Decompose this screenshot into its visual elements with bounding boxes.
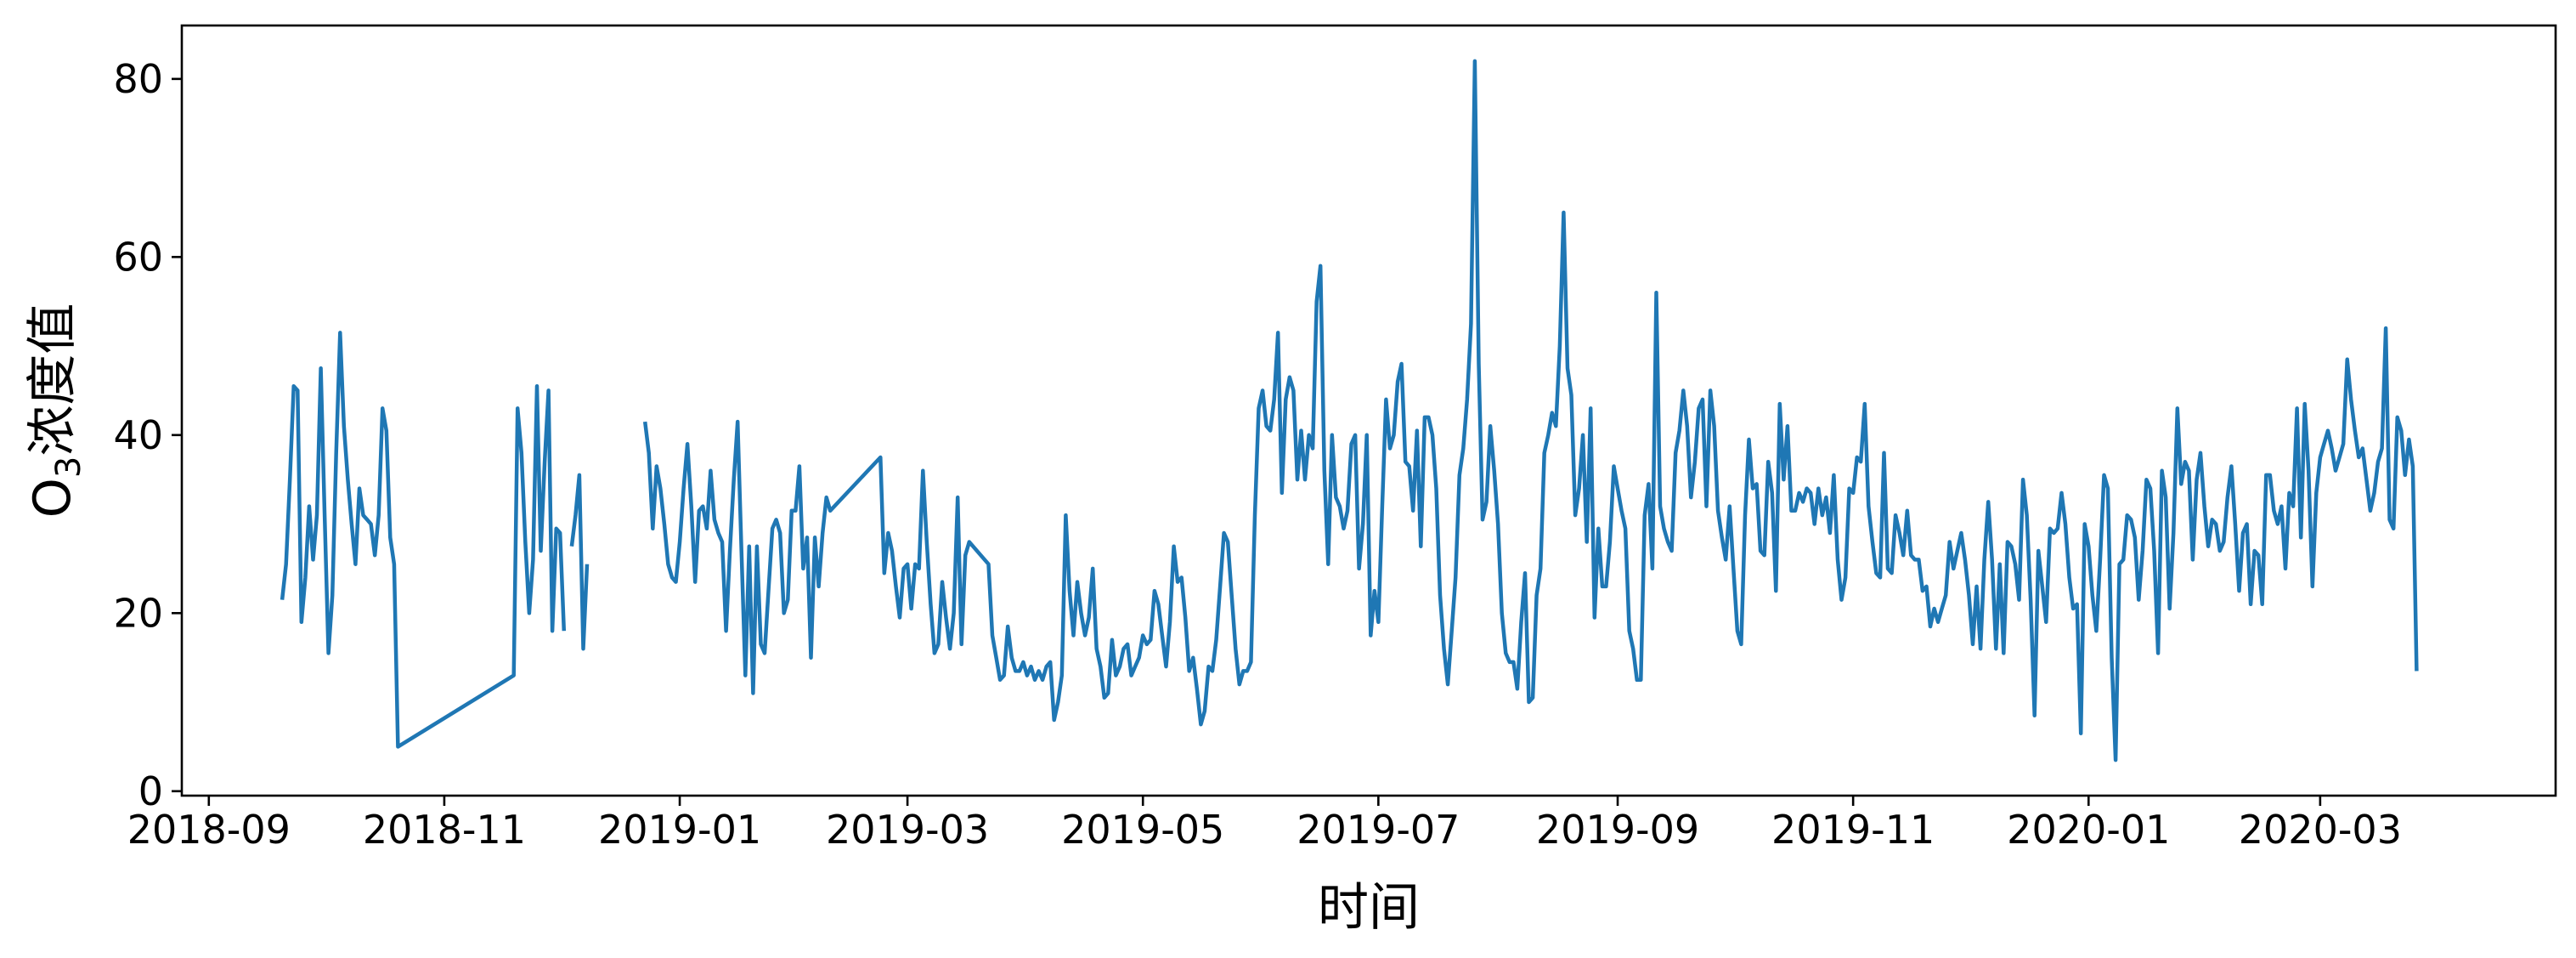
x-tick-label: 2020-03 bbox=[2239, 807, 2402, 853]
x-axis: 2018-09 2018-11 2019-01 2019-03 2019-05 2019-… bbox=[127, 796, 2402, 853]
x-tick-label: 2019-01 bbox=[598, 807, 761, 853]
series-line-segment-1 bbox=[569, 473, 590, 651]
x-tick-label: 2018-09 bbox=[127, 807, 291, 853]
x-axis-label: 时间 bbox=[1318, 878, 1420, 938]
series-line-segment-2 bbox=[642, 59, 2419, 762]
y-axis: 0 20 40 60 80 bbox=[113, 56, 182, 814]
series-line-segment-0 bbox=[280, 331, 567, 749]
plot-frame bbox=[180, 24, 2557, 797]
y-tick-label: 60 bbox=[113, 234, 163, 280]
x-tick-label: 2019-11 bbox=[1771, 807, 1935, 853]
x-tick-label: 2019-09 bbox=[1536, 807, 1699, 853]
x-tick-label: 2019-07 bbox=[1296, 807, 1460, 853]
y-axis-label: O3浓度值 bbox=[23, 303, 88, 519]
y-tick-label: 20 bbox=[113, 590, 163, 636]
x-tick-label: 2020-01 bbox=[2007, 807, 2170, 853]
y-tick-label: 80 bbox=[113, 56, 163, 102]
x-tick-label: 2019-05 bbox=[1061, 807, 1224, 853]
x-tick-label: 2019-03 bbox=[826, 807, 989, 853]
y-axis-label-main: O bbox=[23, 478, 82, 518]
y-axis-label-subscript: 3 bbox=[49, 456, 88, 478]
series-layer bbox=[280, 59, 2419, 762]
y-axis-label-suffix: 浓度值 bbox=[23, 303, 82, 456]
y-tick-label: 40 bbox=[113, 412, 163, 458]
x-tick-label: 2018-11 bbox=[363, 807, 526, 853]
y-tick-label: 0 bbox=[138, 768, 163, 814]
